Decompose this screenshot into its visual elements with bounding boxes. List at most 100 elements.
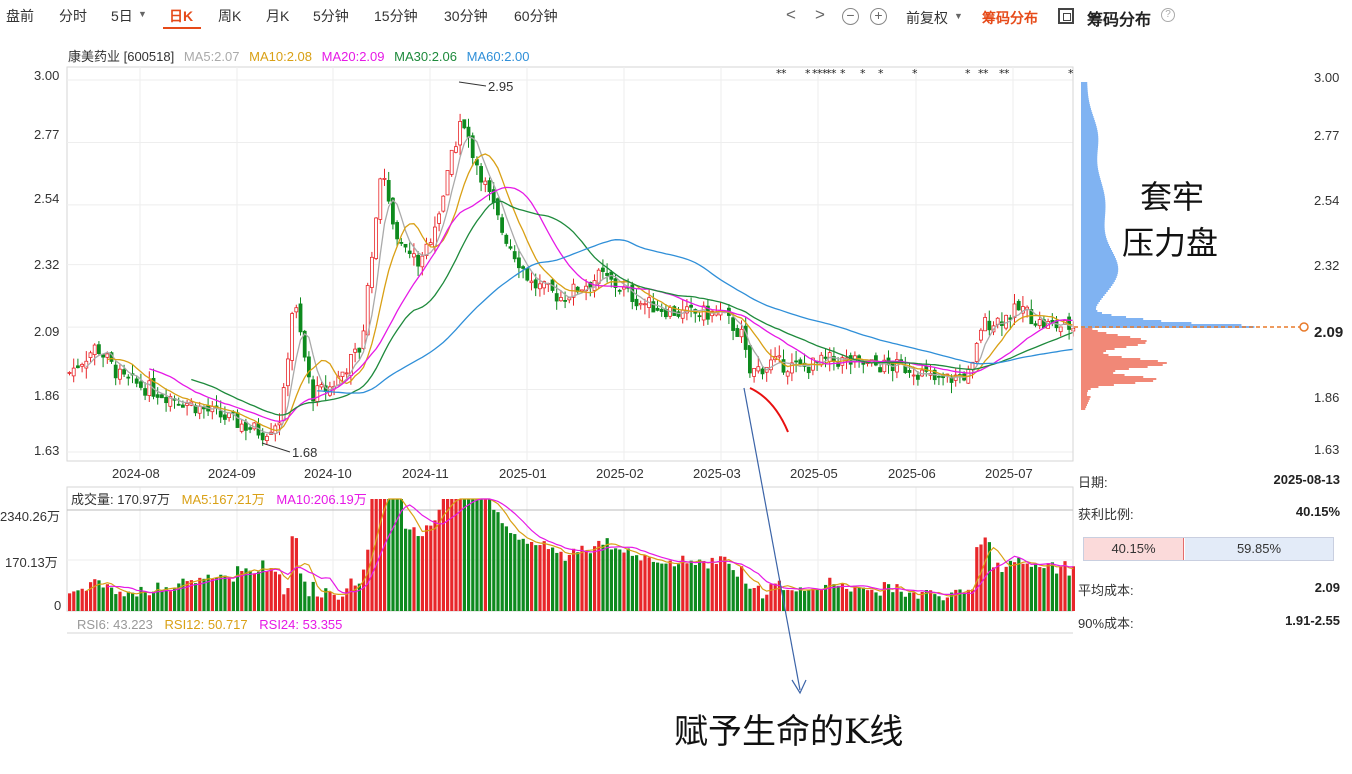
candle-body — [823, 356, 828, 359]
volume-bar — [194, 583, 198, 611]
volume-bar — [979, 544, 983, 611]
volume-bars — [68, 499, 1075, 611]
volume-bar — [383, 499, 387, 611]
zoom-out-icon[interactable]: − — [842, 8, 859, 25]
prev-icon[interactable]: < — [786, 5, 796, 24]
volume-bar — [693, 564, 697, 611]
candle-body — [748, 345, 752, 374]
chip-bar-loss — [1081, 194, 1105, 196]
volume-bar — [395, 499, 399, 611]
chip-bar-profit — [1081, 366, 1148, 368]
chip-bar-loss — [1081, 112, 1093, 114]
candle-body — [76, 365, 80, 369]
tab-30min[interactable]: 30分钟 — [444, 8, 488, 24]
volume-bar — [257, 571, 261, 611]
volume-bar — [866, 590, 870, 611]
ma20-label: MA20:2.09 — [321, 49, 385, 64]
chip-bar-loss — [1081, 192, 1105, 194]
tab-5day[interactable]: 5日 — [111, 8, 133, 24]
volume-bar — [685, 563, 689, 611]
candle-body — [315, 385, 320, 402]
candle-body — [306, 356, 311, 378]
candle-body — [605, 272, 609, 276]
candle-body — [739, 328, 744, 338]
candle-body — [882, 359, 887, 373]
tab-premarket[interactable]: 盘前 — [6, 8, 34, 24]
current-price-dot — [1299, 322, 1309, 332]
chip-bar-loss — [1081, 160, 1098, 162]
help-icon[interactable]: ? — [1161, 8, 1175, 22]
volume-bar — [987, 542, 991, 611]
chip-bar-profit — [1081, 388, 1091, 390]
volume-bar — [483, 499, 487, 611]
tab-5min[interactable]: 5分钟 — [313, 8, 349, 24]
chip-bar-profit — [1081, 382, 1136, 384]
event-marker-icon: * — [831, 67, 837, 80]
volume-bar — [303, 581, 307, 611]
candle-body — [390, 197, 395, 225]
candle-body — [512, 251, 517, 260]
volume-bar — [471, 499, 475, 611]
candle-body — [462, 119, 467, 129]
tab-60min[interactable]: 60分钟 — [514, 8, 558, 24]
volume-bar — [475, 499, 479, 611]
chip-bar-loss — [1081, 250, 1113, 252]
volume-bar — [534, 545, 538, 611]
volume-bar — [139, 586, 143, 611]
chip-distribution-toggle[interactable]: 筹码分布 — [982, 10, 1038, 26]
rsi-legend[interactable]: RSI6: 43.223 RSI12: 50.717 RSI24: 53.355 — [77, 617, 350, 632]
volume-bar — [811, 588, 815, 611]
candle-body — [264, 435, 269, 442]
chip-bar-loss — [1081, 186, 1103, 188]
zoom-in-icon[interactable]: + — [870, 8, 887, 25]
tab-daily-k[interactable]: 日K — [169, 8, 194, 24]
volume-bar — [114, 594, 118, 611]
x-label: 2025-06 — [888, 466, 936, 481]
grid-lines — [67, 67, 1073, 611]
volume-bar — [521, 538, 525, 611]
chip-bar-profit — [1081, 394, 1088, 396]
candles — [67, 113, 1076, 446]
tab-monthly-k[interactable]: 月K — [266, 8, 290, 24]
volume-bar — [874, 592, 878, 611]
volume-bar — [76, 590, 80, 611]
tab-15min[interactable]: 15分钟 — [374, 8, 418, 24]
chip-bar-profit — [1081, 330, 1098, 332]
candle-body — [655, 307, 660, 311]
candle-body — [424, 243, 429, 256]
chip-bar-loss — [1081, 260, 1117, 262]
volume-bar — [492, 509, 496, 611]
volume-bar — [454, 499, 458, 611]
chip-bar-loss — [1081, 256, 1116, 258]
candle-body — [781, 359, 786, 373]
ma-lines — [85, 135, 1074, 435]
candle-body — [67, 372, 72, 374]
tab-intraday[interactable]: 分时 — [59, 8, 87, 24]
volume-bar — [1025, 563, 1029, 611]
candle-body — [458, 121, 463, 146]
tab-weekly-k[interactable]: 周K — [218, 8, 242, 24]
volume-bar — [937, 596, 941, 611]
volume-bar — [639, 560, 643, 611]
high-marker-line — [458, 81, 487, 87]
chip-bar-loss — [1081, 252, 1114, 254]
chevron-down-icon[interactable]: ▼ — [138, 9, 147, 19]
volume-bar — [567, 555, 571, 611]
adjust-dropdown[interactable]: 前复权 — [906, 10, 948, 26]
y-label-left: 2.54 — [34, 191, 60, 206]
candle-body — [97, 344, 101, 354]
chip-bar-loss — [1081, 304, 1098, 306]
volume-bar — [1029, 566, 1033, 611]
volume-bar — [828, 577, 832, 611]
volume-bar — [714, 563, 718, 611]
chip-bar-loss — [1081, 140, 1099, 142]
annotation-bottom: 赋予生命的K线 — [674, 712, 904, 752]
chip-bar-loss — [1081, 316, 1127, 318]
chevron-down-icon[interactable]: ▼ — [954, 11, 963, 21]
expand-icon[interactable] — [1058, 8, 1074, 24]
candle-body — [386, 180, 391, 202]
next-icon[interactable]: > — [815, 5, 825, 24]
candle-body — [634, 298, 639, 307]
volume-bar — [668, 560, 672, 611]
